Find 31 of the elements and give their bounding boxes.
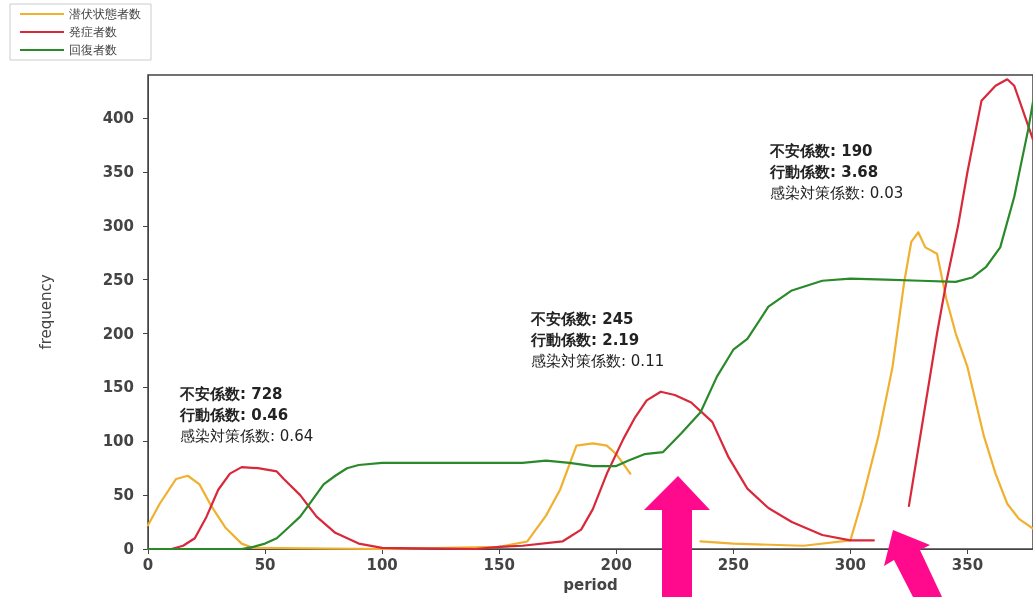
y-tick-label: 300 [102,216,134,235]
y-tick-label: 0 [123,540,134,558]
y-tick-label: 100 [102,432,134,451]
x-tick-label: 0 [142,555,154,574]
y-tick-label: 400 [102,109,134,128]
y-tick-label: 50 [113,486,134,505]
y-axis-title: frequency [36,274,55,350]
annotation: 不安係数: 190 [769,141,873,160]
x-tick-label: 250 [717,555,749,574]
legend-label: 潜伏状態者数 [69,7,141,21]
annotation: 不安係数: 728 [179,384,283,403]
annotation: 不安係数: 245 [530,309,634,328]
annotation: 行動係数: 0.46 [179,405,289,424]
annotation: 感染対策係数: 0.03 [770,183,904,202]
legend-label: 回復者数 [69,43,117,57]
x-tick-label: 200 [600,555,632,574]
x-tick-label: 150 [483,555,515,574]
legend-label: 発症者数 [69,25,117,39]
x-tick-label: 50 [254,555,276,574]
annotation: 感染対策係数: 0.11 [531,351,665,370]
y-tick-label: 250 [102,270,134,289]
annotation: 感染対策係数: 0.64 [180,426,314,445]
x-tick-label: 300 [834,555,867,574]
y-tick-label: 150 [102,378,134,397]
x-axis-title: period [563,575,618,594]
y-tick-label: 200 [102,324,134,343]
y-tick-label: 350 [102,162,134,181]
annotation: 行動係数: 2.19 [530,330,640,349]
x-tick-label: 350 [951,555,984,574]
annotation: 行動係数: 3.68 [769,162,879,181]
x-tick-label: 100 [366,555,398,574]
